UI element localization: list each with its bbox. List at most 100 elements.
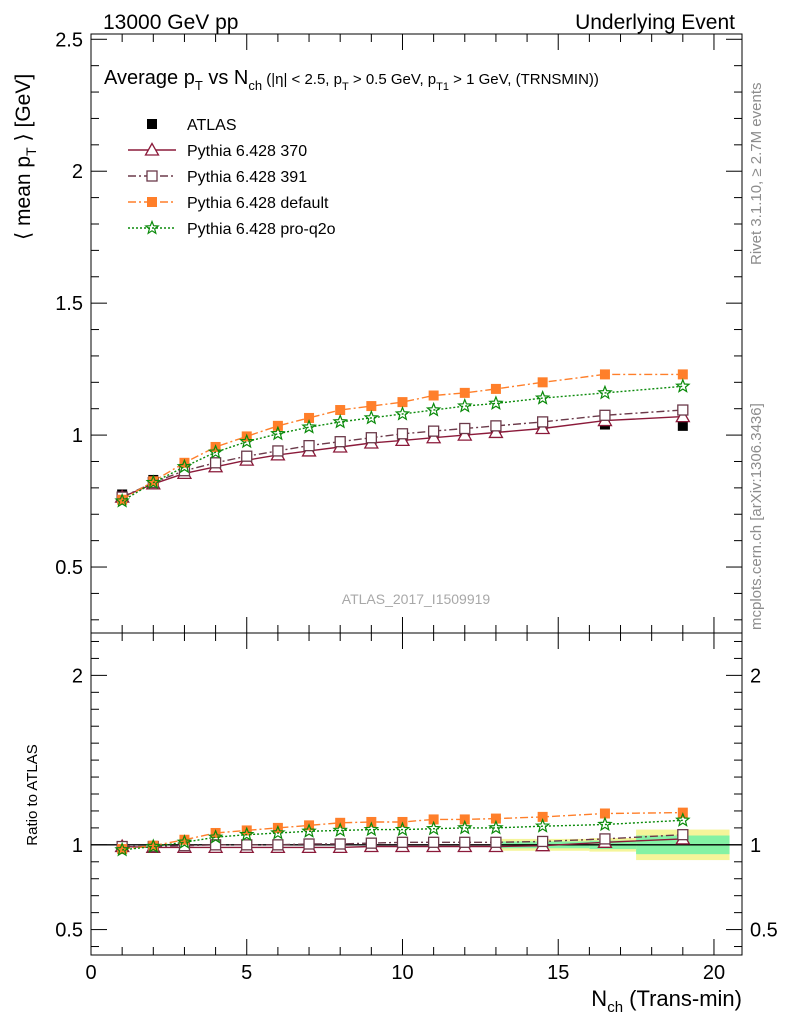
legend-item: Pythia 6.428 391: [128, 169, 307, 186]
series-line: [121, 415, 683, 498]
header-left: 13000 GeV pp: [103, 11, 238, 34]
data-point: [427, 425, 440, 437]
ratio-data-point: [363, 821, 380, 837]
main-ytick-label: 0.5: [55, 557, 83, 579]
ratio-axis-ticks: 0.5 0.51 12 20 5 10 15 20: [55, 633, 778, 984]
ratio-data-point: [396, 836, 409, 848]
ratio-ylabel: Ratio to ATLAS: [24, 744, 41, 845]
ratio-data-point: [210, 827, 221, 838]
ratio-data-point: [597, 816, 613, 832]
ratio-panel: 0.5 0.51 12 20 5 10 15 20 Ratio to ATLAS Nch (T…: [24, 632, 778, 1016]
data-point: [335, 405, 346, 416]
legend-item: Pythia 6.428 370: [128, 142, 307, 160]
ratio-ytick-label-left: 1: [72, 835, 83, 857]
series-1: [114, 408, 691, 503]
data-point: [145, 474, 162, 490]
ratio-data-point: [394, 821, 411, 837]
ratio-ytick-label-right: 2: [750, 665, 761, 687]
ratio-xtick-label: 15: [547, 962, 569, 984]
data-point: [457, 397, 473, 413]
ratio-data-point: [459, 814, 470, 825]
legend-item: Pythia 6.428 pro-q2o: [128, 219, 336, 238]
data-point: [397, 397, 408, 408]
data-point: [428, 390, 439, 401]
data-point: [677, 420, 688, 431]
ratio-xtick-label: 5: [241, 962, 252, 984]
ratio-series-layer: [91, 807, 742, 857]
data-point: [272, 445, 284, 457]
data-point: [365, 432, 377, 444]
ratio-frame: [90, 632, 743, 956]
data-point: [207, 444, 224, 459]
ratio-data-point: [334, 838, 346, 850]
data-point: [238, 433, 255, 449]
ratio-series-line: [122, 811, 683, 850]
ratio-data-point: [537, 811, 548, 822]
ratio-data-point: [301, 823, 317, 838]
ratio-data-point: [117, 844, 128, 855]
rivet-label: Rivet 3.1.10, ≥ 2.7M events: [748, 83, 765, 266]
data-point: [426, 429, 442, 444]
data-point: [597, 384, 613, 400]
data-point: [301, 419, 317, 434]
data-point: [488, 395, 504, 411]
legend-item: ATLAS: [147, 117, 237, 134]
ratio-data-point: [270, 824, 286, 840]
data-point: [304, 412, 315, 423]
legend-marker: [144, 142, 160, 156]
ratio-data-point: [272, 839, 284, 851]
ratio-data-point: [238, 826, 255, 842]
data-point: [599, 409, 611, 421]
ratio-data-point: [425, 820, 442, 836]
ratio-data-point: [457, 819, 473, 835]
ratio-data-point: [303, 838, 315, 850]
data-point: [677, 369, 688, 380]
main-ylabel: ⟨ mean pT ⟩ [GeV]: [12, 74, 39, 240]
ratio-data-point: [488, 819, 504, 835]
data-point: [457, 427, 473, 441]
data-point: [599, 369, 610, 380]
main-ytick-label: 1.5: [55, 293, 83, 315]
main-ytick-label: 2: [72, 161, 83, 183]
data-point: [675, 378, 691, 393]
data-point: [114, 492, 130, 508]
data-point: [425, 401, 442, 417]
data-point: [677, 404, 689, 416]
data-point: [534, 389, 551, 405]
ratio-data-point: [428, 814, 439, 825]
main-ytick-label: 1: [72, 425, 83, 447]
ratio-data-point: [145, 838, 162, 854]
legend-marker: [147, 197, 157, 207]
ratio-data-point: [534, 818, 551, 833]
data-point: [488, 424, 504, 439]
ratio-data-point: [179, 834, 190, 845]
ratio-data-point: [490, 813, 501, 824]
data-point: [459, 422, 471, 435]
legend-label: ATLAS: [187, 117, 237, 134]
main-panel: 0.5 1 1.5 2 2.5 Average pT vs Nch (|η| < 2.5…: [12, 29, 743, 634]
ratio-data-point: [427, 836, 440, 848]
ratio-data-point: [365, 837, 377, 849]
mcplots-label: mcplots.cern.ch [arXiv:1306.3436]: [748, 403, 765, 630]
data-point: [535, 420, 551, 435]
data-point: [303, 439, 315, 452]
ratio-data-point: [148, 840, 159, 851]
data-point: [490, 420, 502, 432]
ratio-xtick-label: 10: [391, 962, 413, 984]
ratio-data-point: [332, 822, 348, 838]
analysis-watermark: ATLAS_2017_I1509919: [342, 591, 491, 607]
main-title: Average pT vs Nch (|η| < 2.5, pT > 0.5 G…: [104, 67, 599, 93]
main-series-layer: [114, 369, 691, 508]
data-point: [537, 377, 548, 388]
ratio-data-point: [599, 808, 610, 819]
data-point: [241, 450, 253, 462]
legend-label: Pythia 6.428 391: [187, 169, 307, 186]
legend-marker: [147, 119, 157, 129]
ratio-data-point: [207, 829, 224, 844]
data-point: [459, 387, 470, 398]
ratio-xtick-label: 0: [85, 962, 96, 984]
data-point: [176, 458, 193, 474]
series-line: [121, 385, 683, 502]
data-point: [334, 436, 346, 448]
